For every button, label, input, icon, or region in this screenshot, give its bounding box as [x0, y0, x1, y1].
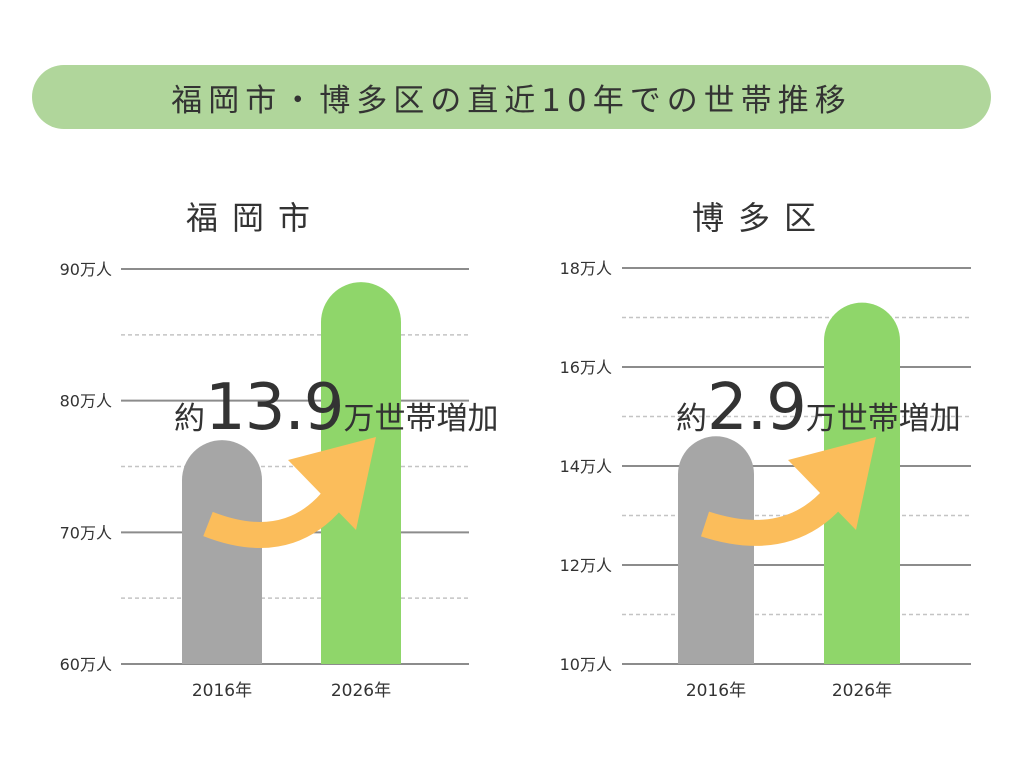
- page-title-banner: 福岡市・博多区の直近10年での世帯推移: [32, 65, 991, 129]
- callout-number: 2.9: [707, 371, 807, 445]
- x-tick-label: 2016年: [686, 681, 746, 701]
- callout-suffix: 万世帯増加: [805, 401, 961, 437]
- bar-2016年: [678, 436, 754, 664]
- callout-prefix: 約: [676, 401, 707, 437]
- callout-prefix: 約: [174, 401, 205, 437]
- y-tick-label: 12万人: [560, 556, 612, 575]
- x-tick-label: 2026年: [832, 681, 892, 701]
- callout-fukuoka: 約13.9万世帯増加: [174, 376, 499, 440]
- callout-suffix: 万世帯増加: [343, 401, 499, 437]
- bar-2016年: [182, 440, 262, 664]
- y-tick-label: 18万人: [560, 259, 612, 278]
- x-tick-label: 2026年: [331, 681, 391, 701]
- chart-title-hakata: 博多区: [692, 199, 831, 237]
- callout-number: 13.9: [205, 371, 344, 445]
- y-tick-label: 90万人: [60, 260, 112, 279]
- y-tick-label: 80万人: [60, 392, 112, 411]
- chart-title-fukuoka: 福岡市: [186, 199, 325, 237]
- callout-hakata: 約2.9万世帯増加: [676, 376, 961, 440]
- y-tick-label: 14万人: [560, 457, 612, 476]
- y-tick-label: 16万人: [560, 358, 612, 377]
- x-tick-label: 2016年: [192, 681, 252, 701]
- y-tick-label: 60万人: [60, 655, 112, 674]
- growth-arrow-head: [788, 437, 876, 530]
- y-tick-label: 70万人: [60, 523, 112, 542]
- growth-arrow-head: [288, 437, 376, 530]
- y-tick-label: 10万人: [560, 655, 612, 674]
- page-title: 福岡市・博多区の直近10年での世帯推移: [171, 82, 852, 119]
